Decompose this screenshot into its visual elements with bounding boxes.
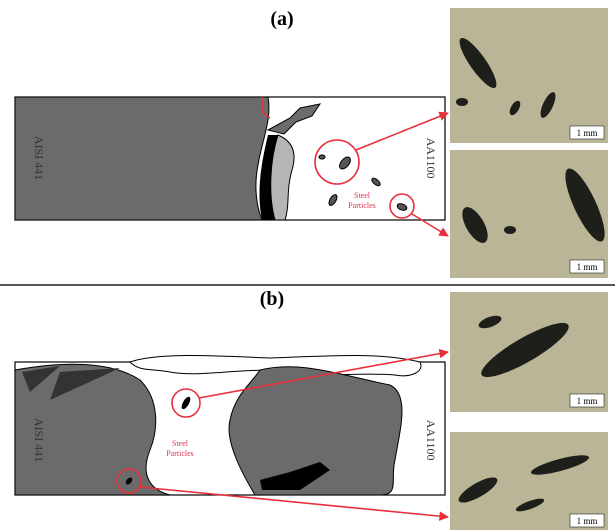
scale-label: 1 mm [577,396,598,406]
micrograph [450,8,608,143]
left-material: AISI 441 [32,418,46,462]
left-material: AISI 441 [32,136,46,180]
scale-label: 1 mm [577,128,598,138]
steel-region [15,97,269,220]
scale-label: 1 mm [577,516,598,526]
right-material: AA1100 [424,138,438,179]
scale-label: 1 mm [577,262,598,272]
annotation-line: Steel [172,439,189,448]
panel-label: (b) [260,288,284,310]
panel-label: (a) [270,8,293,30]
particle [319,155,325,159]
particle-image [456,98,468,106]
annotation-line: Particles [348,201,376,210]
annotation-line: Particles [166,449,194,458]
annotation-line: Steel [354,191,371,200]
particle-image [504,226,516,234]
figure: (a) AISI 441 AA1100 SteelParticles 1 mm … [0,0,615,532]
right-material: AA1100 [424,420,438,461]
